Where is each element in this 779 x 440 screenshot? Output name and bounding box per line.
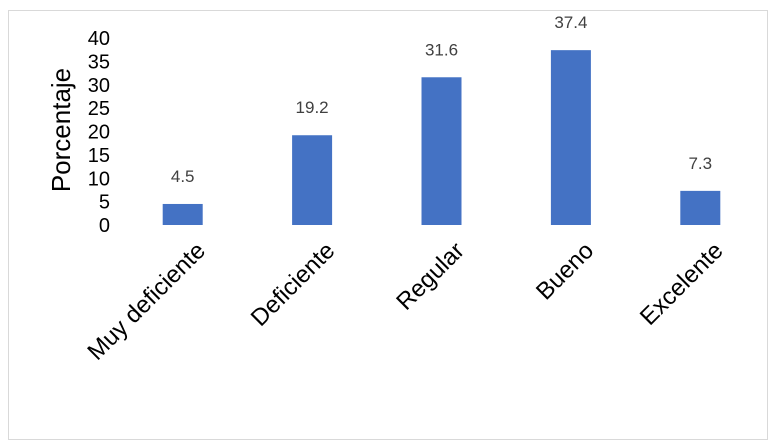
category-label: Excelente <box>635 237 729 331</box>
category-label: Bueno <box>531 237 599 305</box>
data-label: 4.5 <box>171 167 195 186</box>
y-axis-title: Porcentaje <box>46 68 76 192</box>
category-label: Regular <box>391 237 470 316</box>
y-tick-label: 0 <box>99 215 110 237</box>
y-tick-label: 15 <box>88 145 110 167</box>
category-label: Muy deficiente <box>82 237 211 366</box>
y-tick-label: 20 <box>88 122 110 144</box>
bar <box>421 77 462 226</box>
y-tick-label: 35 <box>88 51 110 73</box>
bar <box>680 190 721 225</box>
category-label: Deficiente <box>246 237 341 332</box>
data-labels: 4.5 19.2 31.6 37.4 7.3 <box>171 13 712 186</box>
y-tick-label: 10 <box>88 168 110 190</box>
y-tick-label: 30 <box>88 75 110 97</box>
data-label: 37.4 <box>554 13 587 32</box>
data-label: 19.2 <box>296 98 329 117</box>
bar <box>550 50 591 225</box>
bar <box>292 135 333 225</box>
y-tick-label: 5 <box>99 192 110 214</box>
category-labels: Muy deficiente Deficiente Regular Bueno Exce… <box>82 237 728 366</box>
data-label: 7.3 <box>688 154 712 173</box>
y-tick-label: 25 <box>88 98 110 120</box>
bars <box>162 50 721 226</box>
bar <box>162 203 203 225</box>
y-tick-label: 40 <box>88 28 110 50</box>
data-label: 31.6 <box>425 40 458 59</box>
